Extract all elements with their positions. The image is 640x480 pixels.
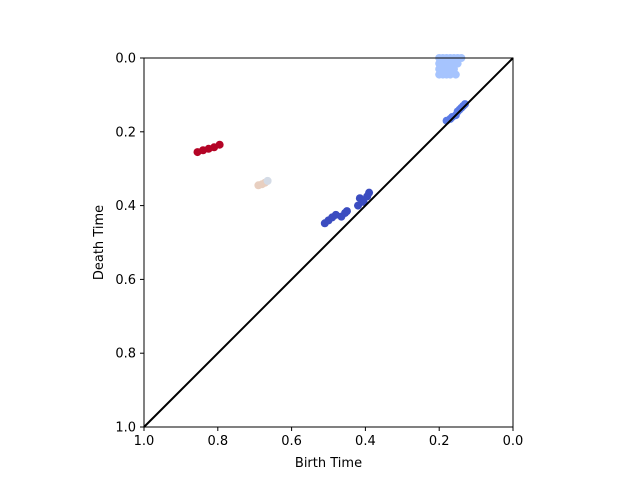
points-layer — [193, 54, 470, 228]
data-point — [215, 140, 224, 149]
y-tick-label: 0.0 — [115, 52, 136, 67]
x-tick-label: 1.0 — [134, 434, 155, 449]
x-tick-label: 0.8 — [207, 434, 228, 449]
x-axis-ticks: 1.0 0.8 0.6 0.4 0.2 0.0 — [134, 427, 524, 449]
x-axis-label: Birth Time — [295, 456, 362, 471]
y-tick-label: 0.8 — [115, 347, 136, 362]
y-tick-label: 1.0 — [115, 421, 136, 436]
plot-frame — [143, 57, 514, 428]
x-tick-label: 0.2 — [429, 434, 450, 449]
y-tick-label: 0.4 — [115, 199, 136, 214]
x-tick-label: 0.0 — [503, 434, 524, 449]
data-point — [263, 176, 272, 185]
data-point — [461, 100, 470, 109]
x-tick-label: 0.6 — [281, 434, 302, 449]
y-tick-label: 0.2 — [115, 125, 136, 140]
data-point — [365, 188, 374, 197]
data-point — [446, 70, 455, 79]
data-point — [451, 70, 460, 79]
y-axis-ticks: 0.0 0.2 0.4 0.6 0.8 1.0 — [115, 52, 144, 436]
y-tick-label: 0.6 — [115, 273, 136, 288]
y-axis-label: Death Time — [92, 205, 107, 280]
x-tick-label: 0.4 — [355, 434, 376, 449]
data-point — [342, 207, 351, 216]
diagonal-line — [143, 57, 514, 428]
